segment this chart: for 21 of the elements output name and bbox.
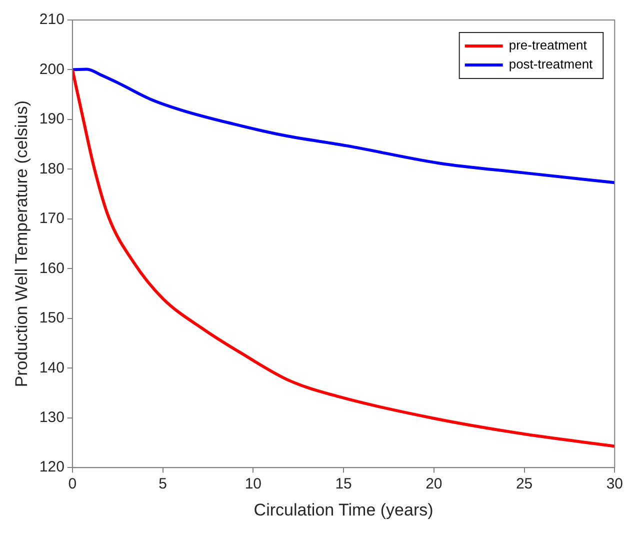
x-tick-label: 20 <box>426 476 442 493</box>
y-tick-label: 160 <box>39 260 64 277</box>
y-tick-label: 150 <box>39 310 64 327</box>
y-tick-label: 170 <box>39 210 64 228</box>
y-axis-title: Production Well Temperature (celsius) <box>12 100 31 388</box>
y-tick-label: 120 <box>39 458 64 476</box>
x-tick-label: 0 <box>68 476 77 493</box>
x-axis-title: Circulation Time (years) <box>254 500 434 520</box>
x-tick-label: 15 <box>335 476 352 493</box>
y-tick-label: 200 <box>39 60 64 78</box>
y-tick-label: 210 <box>39 11 64 28</box>
y-tick-label: 140 <box>39 359 64 376</box>
x-tick-label: 25 <box>516 476 533 493</box>
y-tick-label: 180 <box>39 160 64 178</box>
legend-label: pre-treatment <box>508 38 588 53</box>
y-tick-label: 130 <box>39 409 64 426</box>
y-tick-label: 190 <box>39 110 64 128</box>
x-tick-label: 5 <box>158 476 167 493</box>
x-tick-label: 10 <box>244 476 262 493</box>
x-tick-label: 30 <box>606 476 623 493</box>
legend-label: post-treatment <box>508 56 594 72</box>
